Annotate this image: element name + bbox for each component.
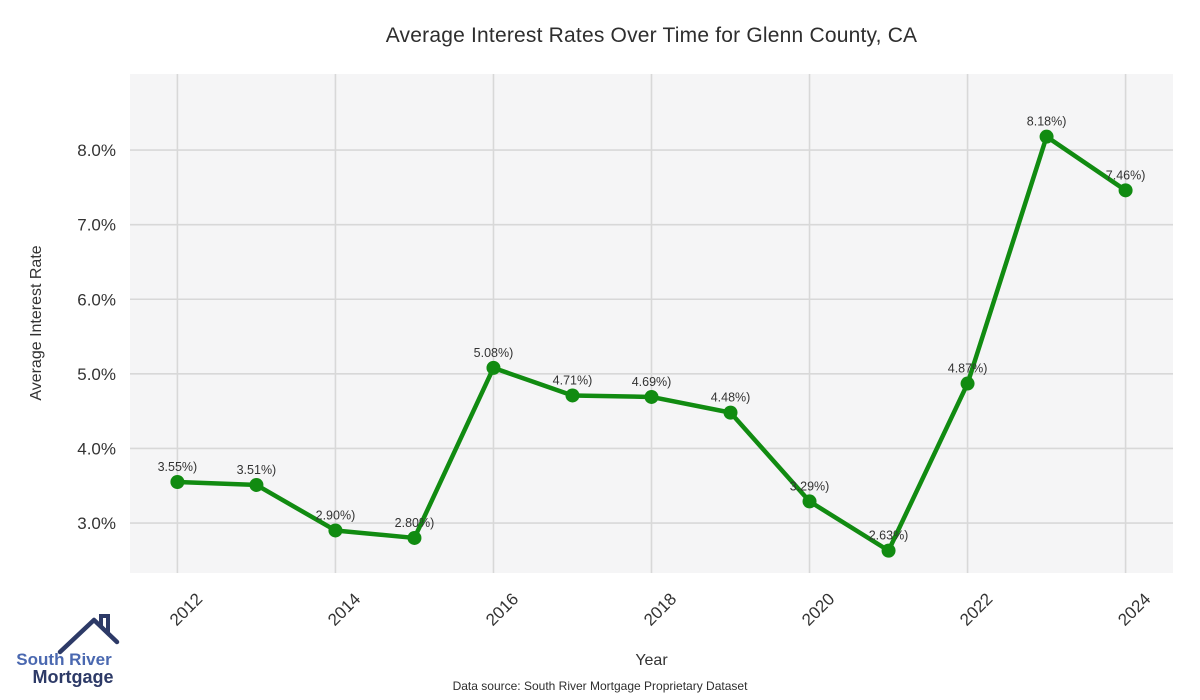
data-point <box>486 360 501 375</box>
data-point-label: 2.63%) <box>869 529 909 543</box>
south-river-mortgage-logo: South River Mortgage <box>16 614 120 687</box>
data-point-label: 8.18%) <box>1027 115 1067 129</box>
data-point-label: 5.08%) <box>474 346 514 360</box>
data-point <box>881 543 896 558</box>
house-roof-icon <box>57 614 120 655</box>
y-tick-label: 7.0% <box>77 216 116 235</box>
data-point-label: 7.46%) <box>1106 168 1146 182</box>
data-point-label: 3.51%) <box>237 463 277 477</box>
x-tick-label: 2018 <box>640 589 680 629</box>
data-point-label: 4.71%) <box>553 373 593 387</box>
y-tick-label: 4.0% <box>77 439 116 458</box>
x-tick-label: 2014 <box>324 589 364 629</box>
y-tick-label: 6.0% <box>77 290 116 309</box>
y-tick-label: 8.0% <box>77 141 116 160</box>
logo-text-mortgage: Mortgage <box>33 667 114 687</box>
data-point-label: 4.87%) <box>948 362 988 376</box>
data-source-note: Data source: South River Mortgage Propri… <box>452 679 748 693</box>
data-point-label: 3.29%) <box>790 479 830 493</box>
data-point-label: 4.48%) <box>711 391 751 405</box>
data-point <box>644 389 659 404</box>
x-tick-label: 2020 <box>798 589 838 629</box>
x-tick-label: 2024 <box>1114 589 1154 629</box>
data-point <box>170 475 185 490</box>
x-tick-label: 2016 <box>482 589 522 629</box>
data-point <box>407 530 422 545</box>
data-point-label: 2.90%) <box>316 508 356 522</box>
data-point-label: 3.55%) <box>158 460 198 474</box>
data-point <box>565 388 580 403</box>
data-point <box>249 477 264 492</box>
x-axis-title: Year <box>635 652 668 669</box>
data-point <box>802 494 817 509</box>
data-point-label: 2.80%) <box>395 516 435 530</box>
y-tick-label: 3.0% <box>77 514 116 533</box>
data-point <box>723 405 738 420</box>
data-point <box>960 376 975 391</box>
y-tick-label: 5.0% <box>77 365 116 384</box>
data-point <box>1039 129 1054 144</box>
x-tick-label: 2022 <box>956 589 996 629</box>
x-tick-label: 2012 <box>166 589 206 629</box>
logo-text-south-river: South River <box>16 650 112 669</box>
data-point-label: 4.69%) <box>632 375 672 389</box>
chart-title: Average Interest Rates Over Time for Gle… <box>385 24 918 47</box>
data-point <box>1118 183 1133 198</box>
data-point <box>328 523 343 538</box>
